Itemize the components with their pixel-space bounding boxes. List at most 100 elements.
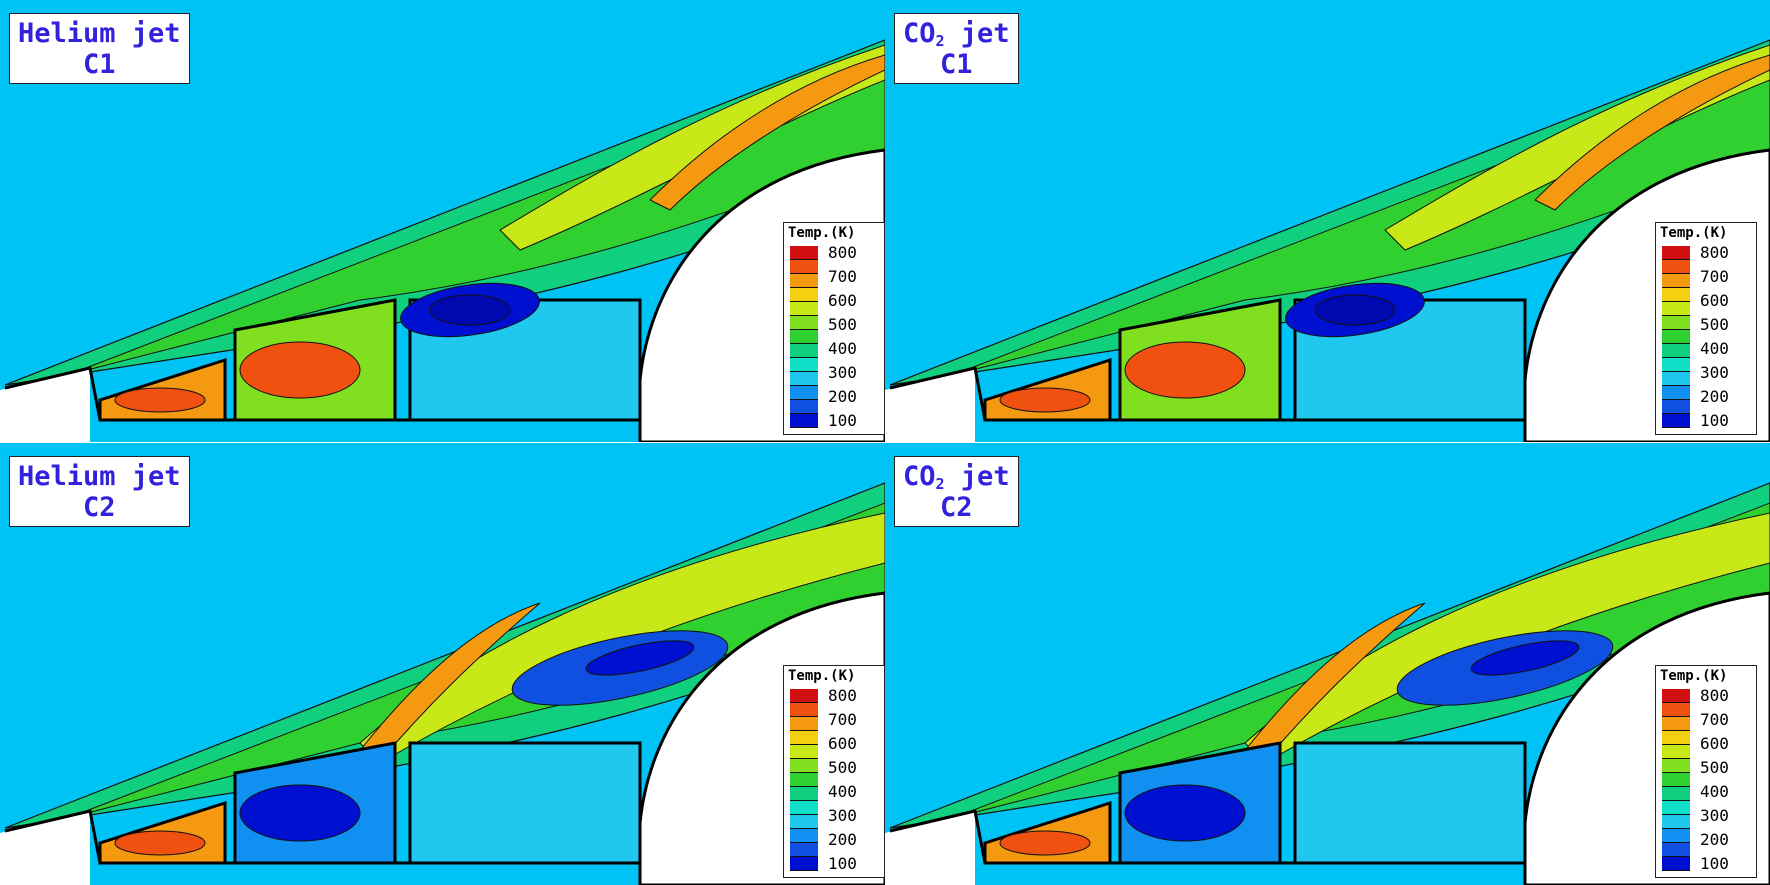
cavity-3 [1293, 741, 1527, 865]
legend-swatch [790, 731, 818, 745]
legend-swatch [1662, 815, 1690, 829]
cavity-core [1124, 784, 1246, 842]
legend-tick-label: 100 [1700, 854, 1729, 873]
legend-tick-label: 100 [828, 411, 857, 430]
color-legend: Temp.(K) 800 700 600 500 400 300 200 100 [783, 665, 885, 878]
legend-swatch [1662, 386, 1690, 400]
title-line-2: C2 [940, 492, 973, 523]
legend-tick-label: 100 [828, 854, 857, 873]
panel-title: Helium jet C2 [9, 456, 190, 527]
legend-swatch [790, 330, 818, 344]
legend-tick-label: 500 [828, 315, 857, 334]
cavity-3 [408, 741, 642, 865]
legend-tick-label: 600 [1700, 734, 1729, 753]
title-line-2: C2 [83, 492, 116, 523]
hot-band [1234, 602, 1426, 774]
legend-tick-label: 700 [1700, 710, 1729, 729]
legend-swatch [1662, 759, 1690, 773]
legend-swatch [790, 801, 818, 815]
legend-tick-label: 400 [828, 339, 857, 358]
legend-swatch [790, 274, 818, 288]
color-legend: Temp.(K) 800 700 600 500 400 300 200 100 [783, 222, 885, 435]
legend-tick-label: 600 [828, 734, 857, 753]
cavity-core [239, 784, 361, 842]
legend-tick-label: 300 [828, 363, 857, 382]
legend-swatch [790, 344, 818, 358]
temperature-contour-field [0, 39, 885, 442]
body-surface [885, 811, 975, 885]
legend-ticks: 800 700 600 500 400 300 200 100 [1700, 684, 1754, 876]
title-line-1: Helium jet [18, 461, 181, 492]
legend-swatch [1662, 414, 1690, 428]
legend-swatch [1662, 689, 1690, 703]
legend-tick-label: 600 [1700, 291, 1729, 310]
legend-swatch [1662, 316, 1690, 330]
legend-swatch [790, 773, 818, 787]
legend-title: Temp.(K) [788, 225, 856, 241]
legend-ticks: 800 700 600 500 400 300 200 100 [1700, 241, 1754, 433]
legend-swatch [790, 372, 818, 386]
cold-vortex-core [1314, 294, 1396, 326]
legend-swatch [790, 386, 818, 400]
contour-panel-helium-c2: Helium jet C2 Temp.(K) 800 700 600 500 400 300… [0, 443, 885, 885]
legend-tick-label: 200 [828, 830, 857, 849]
legend-tick-label: 500 [828, 758, 857, 777]
legend-tick-label: 600 [828, 291, 857, 310]
legend-tick-label: 800 [1700, 686, 1729, 705]
legend-swatch [1662, 400, 1690, 414]
legend-tick-label: 800 [828, 243, 857, 262]
legend-swatch [790, 843, 818, 857]
cavity-core [239, 341, 361, 399]
color-legend: Temp.(K) 800 700 600 500 400 300 200 100 [1655, 665, 1757, 878]
legend-tick-label: 300 [1700, 806, 1729, 825]
legend-tick-label: 300 [828, 806, 857, 825]
cavity-core [114, 387, 206, 413]
legend-swatch [1662, 372, 1690, 386]
title-line-1: Helium jet [18, 18, 181, 49]
legend-color-bar [790, 246, 818, 428]
body-surface [885, 368, 975, 442]
legend-color-bar [1662, 689, 1690, 871]
legend-tick-label: 400 [1700, 782, 1729, 801]
legend-swatch [1662, 302, 1690, 316]
cold-vortex-core [1470, 640, 1580, 676]
legend-swatch [790, 260, 818, 274]
legend-ticks: 800 700 600 500 400 300 200 100 [828, 241, 882, 433]
wall-line [4, 366, 640, 422]
legend-swatch [1662, 260, 1690, 274]
legend-swatch [1662, 745, 1690, 759]
hot-band [649, 54, 885, 211]
legend-tick-label: 200 [1700, 387, 1729, 406]
title-line-1: CO2 jet [903, 18, 1010, 50]
title-line-2: C1 [83, 49, 116, 80]
legend-tick-label: 700 [1700, 267, 1729, 286]
legend-swatch [1662, 344, 1690, 358]
legend-tick-label: 800 [828, 686, 857, 705]
legend-color-bar [1662, 246, 1690, 428]
legend-swatch [790, 815, 818, 829]
legend-swatch [1662, 843, 1690, 857]
legend-swatch [790, 316, 818, 330]
legend-swatch [790, 246, 818, 260]
legend-tick-label: 400 [828, 782, 857, 801]
legend-swatch [1662, 829, 1690, 843]
legend-swatch [790, 759, 818, 773]
legend-swatch [790, 358, 818, 372]
legend-tick-label: 800 [1700, 243, 1729, 262]
panel-title: CO2 jet C2 [894, 456, 1019, 527]
title-line-1: CO2 jet [903, 461, 1010, 493]
legend-tick-label: 700 [828, 267, 857, 286]
cavity-core [999, 387, 1091, 413]
contour-panel-helium-c1: Helium jet C1 Temp.(K) 800 700 600 500 400 300… [0, 0, 885, 442]
legend-swatch [790, 717, 818, 731]
contour-panel-co2-c1: CO2 jet C1 Temp.(K) 800 700 600 500 400 300 200… [885, 0, 1770, 442]
legend-tick-label: 100 [1700, 411, 1729, 430]
legend-swatch [790, 829, 818, 843]
legend-swatch [790, 689, 818, 703]
legend-swatch [790, 400, 818, 414]
legend-swatch [1662, 787, 1690, 801]
legend-tick-label: 200 [828, 387, 857, 406]
temperature-contour-field [885, 39, 1770, 442]
wall-line [889, 809, 1525, 865]
legend-tick-label: 300 [1700, 363, 1729, 382]
